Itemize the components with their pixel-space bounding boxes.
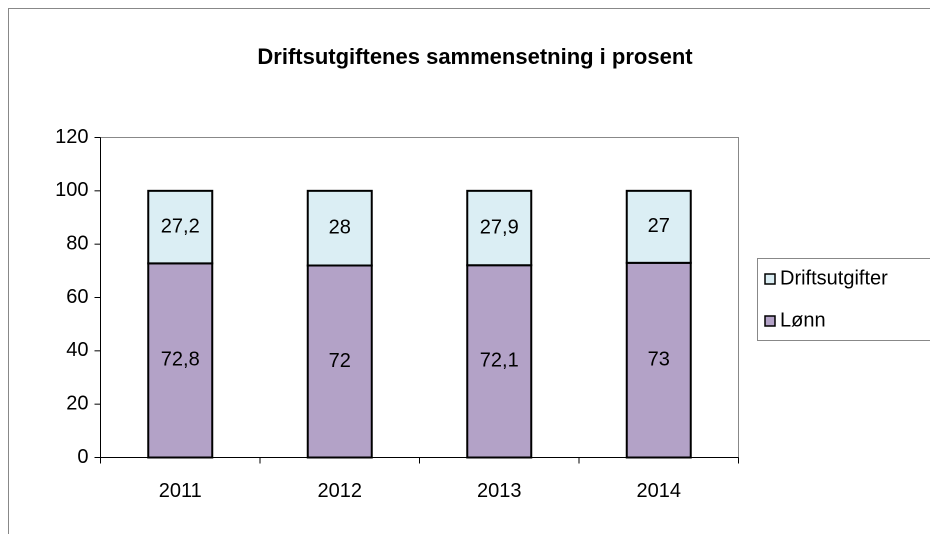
bar-segment — [147, 262, 214, 459]
data-label: 72 — [329, 350, 351, 372]
data-label: 72,1 — [480, 350, 519, 372]
y-tick-label: 20 — [66, 392, 88, 414]
chart-title: Driftsutgiftenes sammensetning i prosent — [257, 44, 693, 69]
x-tick-label: 2011 — [159, 480, 202, 502]
y-tick-label: 80 — [66, 232, 88, 254]
bar-segment — [306, 189, 373, 267]
y-tick-label: 60 — [66, 286, 88, 308]
bar-segment — [466, 264, 533, 459]
y-tick-label: 0 — [77, 446, 88, 468]
data-label: 27,9 — [480, 216, 519, 238]
bar-segment — [306, 264, 373, 459]
legend-swatch — [764, 273, 776, 285]
legend-swatch — [764, 315, 776, 327]
bar-segment — [625, 261, 692, 459]
legend-label: Driftsutgifter — [780, 267, 888, 289]
y-tick-label: 40 — [66, 339, 88, 361]
data-label: 72,8 — [161, 349, 200, 371]
x-tick-label: 2012 — [318, 480, 363, 502]
x-tick-label: 2014 — [637, 480, 682, 502]
y-tick-label: 120 — [55, 126, 88, 148]
data-label: 73 — [648, 348, 670, 370]
bar-segment — [147, 189, 214, 265]
data-label: 27,2 — [161, 215, 200, 237]
data-label: 27 — [648, 215, 670, 237]
bar-segment — [625, 189, 692, 264]
bar-segment — [466, 189, 533, 267]
y-tick-label: 100 — [55, 179, 88, 201]
legend-box — [757, 258, 930, 341]
data-label: 28 — [329, 216, 351, 238]
x-tick-label: 2013 — [477, 480, 522, 502]
legend-label: Lønn — [780, 309, 826, 331]
